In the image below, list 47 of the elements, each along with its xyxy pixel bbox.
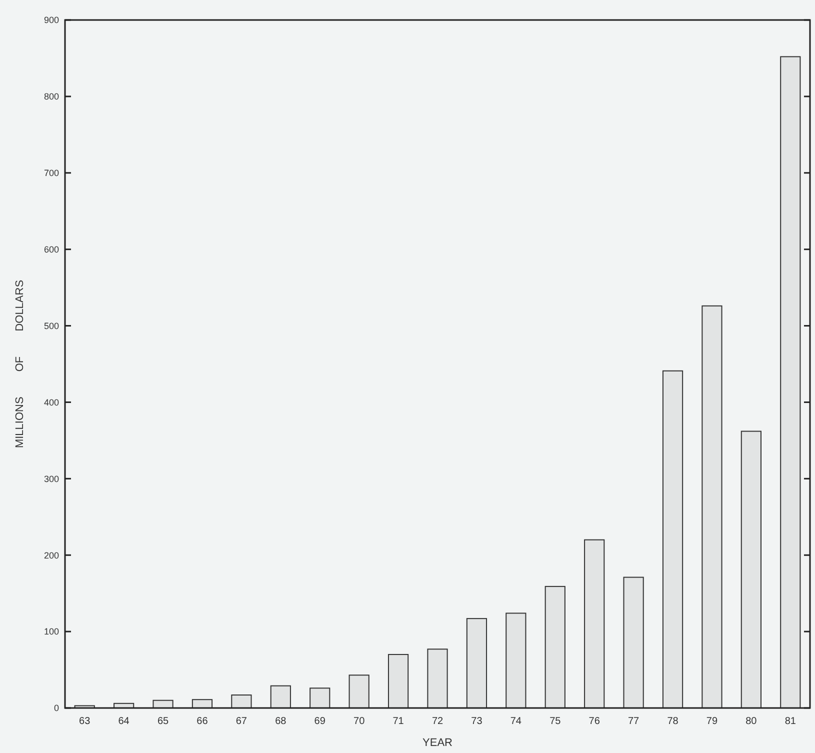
x-tick-label: 63 — [79, 716, 91, 727]
x-tick-label: 76 — [588, 716, 600, 727]
x-tick-label: 81 — [784, 716, 796, 727]
x-tick-label: 74 — [510, 716, 522, 727]
y-tick-label: 200 — [44, 550, 59, 560]
bar — [506, 612, 526, 708]
bar — [270, 685, 291, 708]
x-tick-label: 75 — [550, 716, 562, 727]
x-tick-label: 64 — [118, 716, 130, 727]
bar — [348, 674, 370, 708]
x-tick-label: 69 — [314, 716, 326, 727]
x-tick-label: 72 — [432, 716, 444, 727]
x-tick-label: 66 — [196, 716, 208, 727]
bar — [310, 688, 330, 708]
y-tick-label: 600 — [44, 244, 59, 254]
bar — [702, 305, 722, 708]
bar — [740, 430, 762, 708]
x-tick-label: 80 — [746, 716, 758, 727]
bar — [662, 370, 684, 708]
x-tick-label: 65 — [157, 716, 170, 727]
bar — [544, 586, 566, 708]
x-tick-label: 71 — [392, 716, 404, 727]
x-tick-label: 68 — [275, 716, 287, 727]
x-tick-label: 70 — [354, 716, 366, 727]
bar — [192, 699, 213, 708]
y-tick-label: 400 — [44, 397, 59, 408]
bar — [388, 654, 409, 708]
y-tick-label: 700 — [44, 168, 59, 178]
bar — [584, 539, 605, 708]
y-tick-label: 500 — [44, 320, 59, 331]
bar — [623, 576, 644, 708]
y-tick-label: 100 — [44, 626, 59, 637]
bar — [427, 648, 448, 708]
x-tick-label: 79 — [706, 716, 718, 727]
y-tick-label: 0 — [54, 703, 59, 714]
y-axis-title: MILLIONS OF DOLLARS — [14, 280, 26, 448]
x-tick-label: 73 — [471, 716, 483, 727]
bar — [780, 56, 801, 708]
y-tick-label: 900 — [44, 15, 59, 26]
x-axis-title: YEAR — [422, 737, 453, 749]
y-tick-label: 300 — [44, 474, 59, 484]
y-tick-label: 800 — [44, 92, 59, 102]
x-tick-label: 67 — [236, 716, 248, 727]
x-tick-label: 77 — [628, 716, 640, 727]
bar — [466, 618, 488, 708]
x-tick-label: 78 — [667, 716, 679, 727]
bar — [231, 694, 252, 708]
